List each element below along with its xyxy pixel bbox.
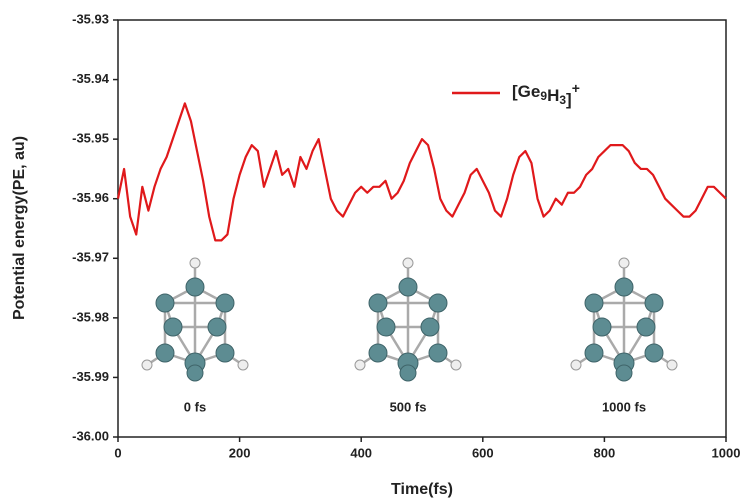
x-tick-label: 800 xyxy=(594,445,616,460)
y-tick-label: -36.00 xyxy=(72,428,109,443)
annotation: 500 fs xyxy=(390,399,427,414)
x-tick-label: 600 xyxy=(472,445,494,460)
x-tick-label: 1000 xyxy=(712,445,741,460)
legend-label: [Ge9H3]+ xyxy=(512,80,580,110)
annotation: 0 fs xyxy=(184,399,206,414)
y-tick-label: -35.94 xyxy=(72,71,110,86)
series-line xyxy=(118,103,726,240)
molecule xyxy=(571,258,677,381)
x-axis-label: Time(fs) xyxy=(391,481,453,498)
x-tick-label: 0 xyxy=(114,445,121,460)
molecule xyxy=(355,258,461,381)
y-tick-label: -35.99 xyxy=(72,369,109,384)
y-tick-label: -35.97 xyxy=(72,250,109,265)
y-tick-label: -35.95 xyxy=(72,131,109,146)
y-axis-label: Potential energy(PE, au) xyxy=(11,136,28,320)
chart: 0 fs 500 fs 1000 fs Time(fs) Potential e… xyxy=(0,0,747,502)
y-tick-label: -35.96 xyxy=(72,190,109,205)
plot-frame xyxy=(118,20,726,437)
molecule xyxy=(142,258,248,381)
x-tick-label: 400 xyxy=(350,445,372,460)
x-tick-label: 200 xyxy=(229,445,251,460)
y-tick-label: -35.98 xyxy=(72,309,109,324)
y-tick-label: -35.93 xyxy=(72,11,109,26)
annotation: 1000 fs xyxy=(602,399,646,414)
